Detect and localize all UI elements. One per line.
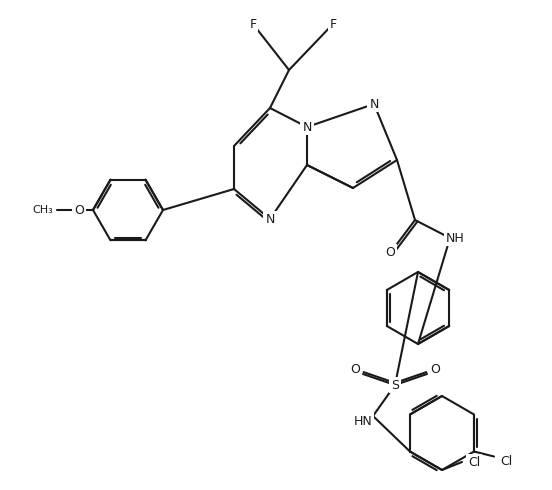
Text: F: F bbox=[330, 18, 337, 30]
Text: HN: HN bbox=[354, 415, 373, 427]
Text: Cl: Cl bbox=[468, 456, 480, 468]
Text: F: F bbox=[250, 18, 257, 30]
Text: CH₃: CH₃ bbox=[33, 205, 54, 215]
Text: NH: NH bbox=[445, 231, 464, 245]
Text: O: O bbox=[385, 245, 395, 259]
Text: O: O bbox=[74, 203, 84, 217]
Text: O: O bbox=[350, 363, 360, 375]
Text: O: O bbox=[430, 363, 440, 375]
Text: N: N bbox=[302, 121, 312, 133]
Text: S: S bbox=[391, 378, 399, 392]
Text: N: N bbox=[369, 98, 379, 111]
Text: N: N bbox=[266, 213, 275, 225]
Text: Cl: Cl bbox=[500, 455, 512, 468]
